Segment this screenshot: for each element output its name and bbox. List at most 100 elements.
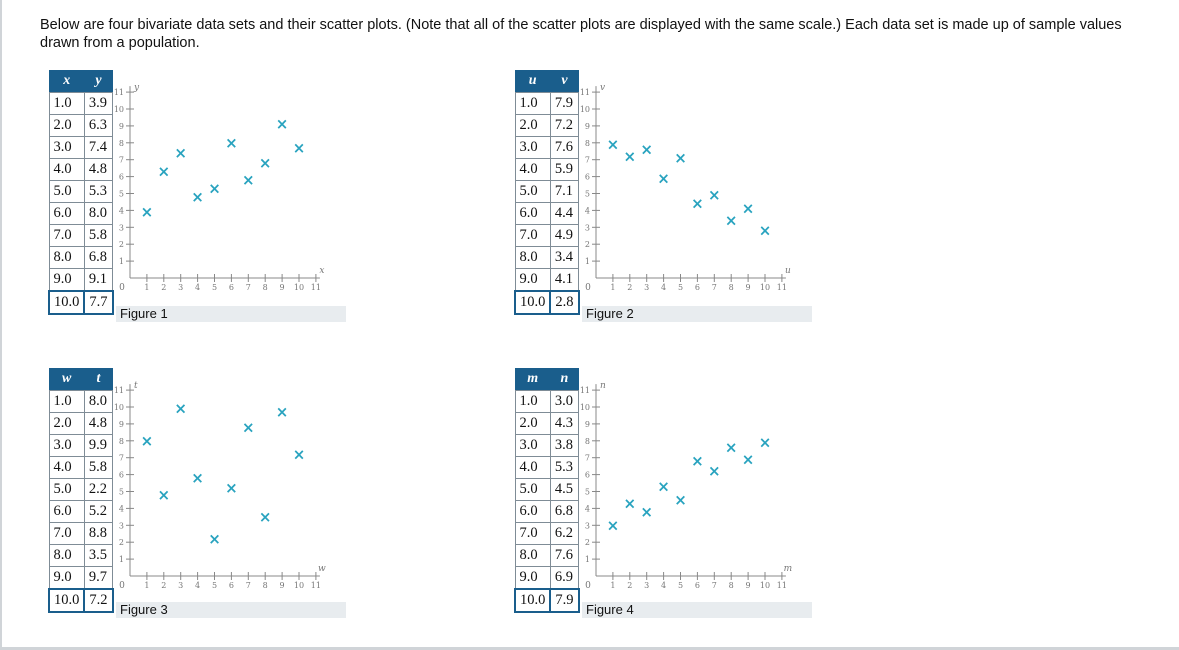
table-row: 1.0 3.0 xyxy=(514,390,580,413)
x-tick-label: 2 xyxy=(161,581,166,590)
table-row: 8.0 6.8 xyxy=(48,246,114,269)
x-tick-label: 3 xyxy=(178,283,183,292)
table-cell-y: 6.3 xyxy=(83,114,114,137)
y-tick-label: 8 xyxy=(119,437,124,446)
table-row: 10.0 7.9 xyxy=(513,588,580,613)
data-point-marker: × xyxy=(708,186,721,204)
y-tick-label: 8 xyxy=(585,139,590,148)
table-cell-y: 5.2 xyxy=(83,500,114,523)
table-cell-x: 7.0 xyxy=(514,224,551,247)
table-cell-y: 7.9 xyxy=(549,92,580,115)
table-cell-x: 1.0 xyxy=(514,390,551,413)
table-row: 6.0 5.2 xyxy=(48,500,114,523)
table-cell-y: 2.2 xyxy=(83,478,114,501)
table-row: 3.0 7.6 xyxy=(514,136,580,159)
data-point-marker: × xyxy=(242,418,255,436)
table-row: 7.0 5.8 xyxy=(48,224,114,247)
y-tick-label: 2 xyxy=(585,240,590,249)
table-cell-x: 2.0 xyxy=(514,114,551,137)
x-tick-label: 6 xyxy=(695,581,700,590)
x-tick-label: 4 xyxy=(195,581,200,590)
table-cell-x: 1.0 xyxy=(514,92,551,115)
y-tick-label: 4 xyxy=(119,206,124,215)
table-row: 5.0 2.2 xyxy=(48,478,114,501)
table-cell-x: 10.0 xyxy=(513,588,552,613)
x-tick-label: 9 xyxy=(280,283,285,292)
data-table-1: x y 1.0 3.9 2.0 6.3 3.0 7.4 4.0 4.8 5.0 5.3 6.0 8.0 7.… xyxy=(47,70,114,315)
table-row: 8.0 3.5 xyxy=(48,544,114,567)
table-row: 9.0 6.9 xyxy=(514,566,580,590)
data-table-2: u v 1.0 7.9 2.0 7.2 3.0 7.6 4.0 5.9 5.0 7.1 6.0 4.4 7.… xyxy=(513,70,580,315)
y-tick-label: 4 xyxy=(585,206,590,215)
table-cell-y: 7.7 xyxy=(83,290,114,315)
x-tick-label: 3 xyxy=(178,581,183,590)
column-header-y: y xyxy=(84,70,113,93)
table-cell-x: 4.0 xyxy=(48,158,85,181)
table-cell-x: 4.0 xyxy=(514,158,551,181)
data-point-marker: × xyxy=(624,494,637,512)
y-tick-label: 9 xyxy=(585,420,590,429)
table-row: 9.0 9.1 xyxy=(48,268,114,292)
table-cell-x: 7.0 xyxy=(48,224,85,247)
x-tick-label: 7 xyxy=(712,581,717,590)
origin-label: 0 xyxy=(585,581,591,591)
x-tick-label: 9 xyxy=(280,581,285,590)
data-point-marker: × xyxy=(657,477,670,495)
data-point-marker: × xyxy=(691,195,704,213)
table-row: 9.0 4.1 xyxy=(514,268,580,292)
y-tick-label: 8 xyxy=(585,437,590,446)
x-axis-label: m xyxy=(784,564,793,574)
table-cell-y: 6.8 xyxy=(83,246,114,269)
x-tick-label: 7 xyxy=(246,581,251,590)
table-cell-y: 4.5 xyxy=(549,478,580,501)
table-cell-y: 4.4 xyxy=(549,202,580,225)
y-tick-label: 2 xyxy=(119,538,124,547)
data-point-marker: × xyxy=(657,169,670,187)
table-cell-x: 8.0 xyxy=(514,544,551,567)
x-tick-label: 10 xyxy=(760,581,770,590)
table-cell-x: 6.0 xyxy=(48,202,85,225)
y-tick-label: 10 xyxy=(580,105,590,114)
data-point-marker: × xyxy=(141,203,154,221)
x-axis-label: w xyxy=(318,564,326,574)
table-row: 3.0 9.9 xyxy=(48,434,114,457)
table-row: 2.0 6.3 xyxy=(48,114,114,137)
data-point-marker: × xyxy=(640,141,653,159)
table-cell-x: 1.0 xyxy=(48,390,85,413)
x-tick-label: 2 xyxy=(161,283,166,292)
data-point-marker: × xyxy=(141,432,154,450)
column-header-y: t xyxy=(84,368,113,391)
table-cell-y: 7.6 xyxy=(549,544,580,567)
table-row: 4.0 5.3 xyxy=(514,456,580,479)
y-tick-label: 8 xyxy=(119,139,124,148)
x-tick-label: 4 xyxy=(195,283,200,292)
y-tick-label: 9 xyxy=(119,420,124,429)
table-row: 1.0 8.0 xyxy=(48,390,114,413)
y-tick-label: 1 xyxy=(585,257,590,266)
column-header-x: x xyxy=(49,70,85,93)
x-tick-label: 11 xyxy=(311,283,321,292)
x-tick-label: 10 xyxy=(294,283,304,292)
data-point-marker: × xyxy=(191,188,204,206)
table-cell-y: 6.8 xyxy=(549,500,580,523)
table-cell-x: 3.0 xyxy=(48,434,85,457)
data-point-marker: × xyxy=(674,149,687,167)
y-tick-label: 9 xyxy=(585,122,590,131)
table-cell-x: 8.0 xyxy=(48,544,85,567)
table-cell-y: 4.8 xyxy=(83,412,114,435)
data-point-marker: × xyxy=(674,491,687,509)
x-axis-label: x xyxy=(319,266,324,276)
y-tick-label: 5 xyxy=(585,190,590,199)
table-cell-x: 5.0 xyxy=(514,478,551,501)
y-axis-label: n xyxy=(600,381,606,391)
y-tick-label: 10 xyxy=(114,403,124,412)
data-point-marker: × xyxy=(276,403,289,421)
table-row: 7.0 8.8 xyxy=(48,522,114,545)
table-row: 1.0 3.9 xyxy=(48,92,114,115)
table-cell-x: 10.0 xyxy=(513,290,552,315)
